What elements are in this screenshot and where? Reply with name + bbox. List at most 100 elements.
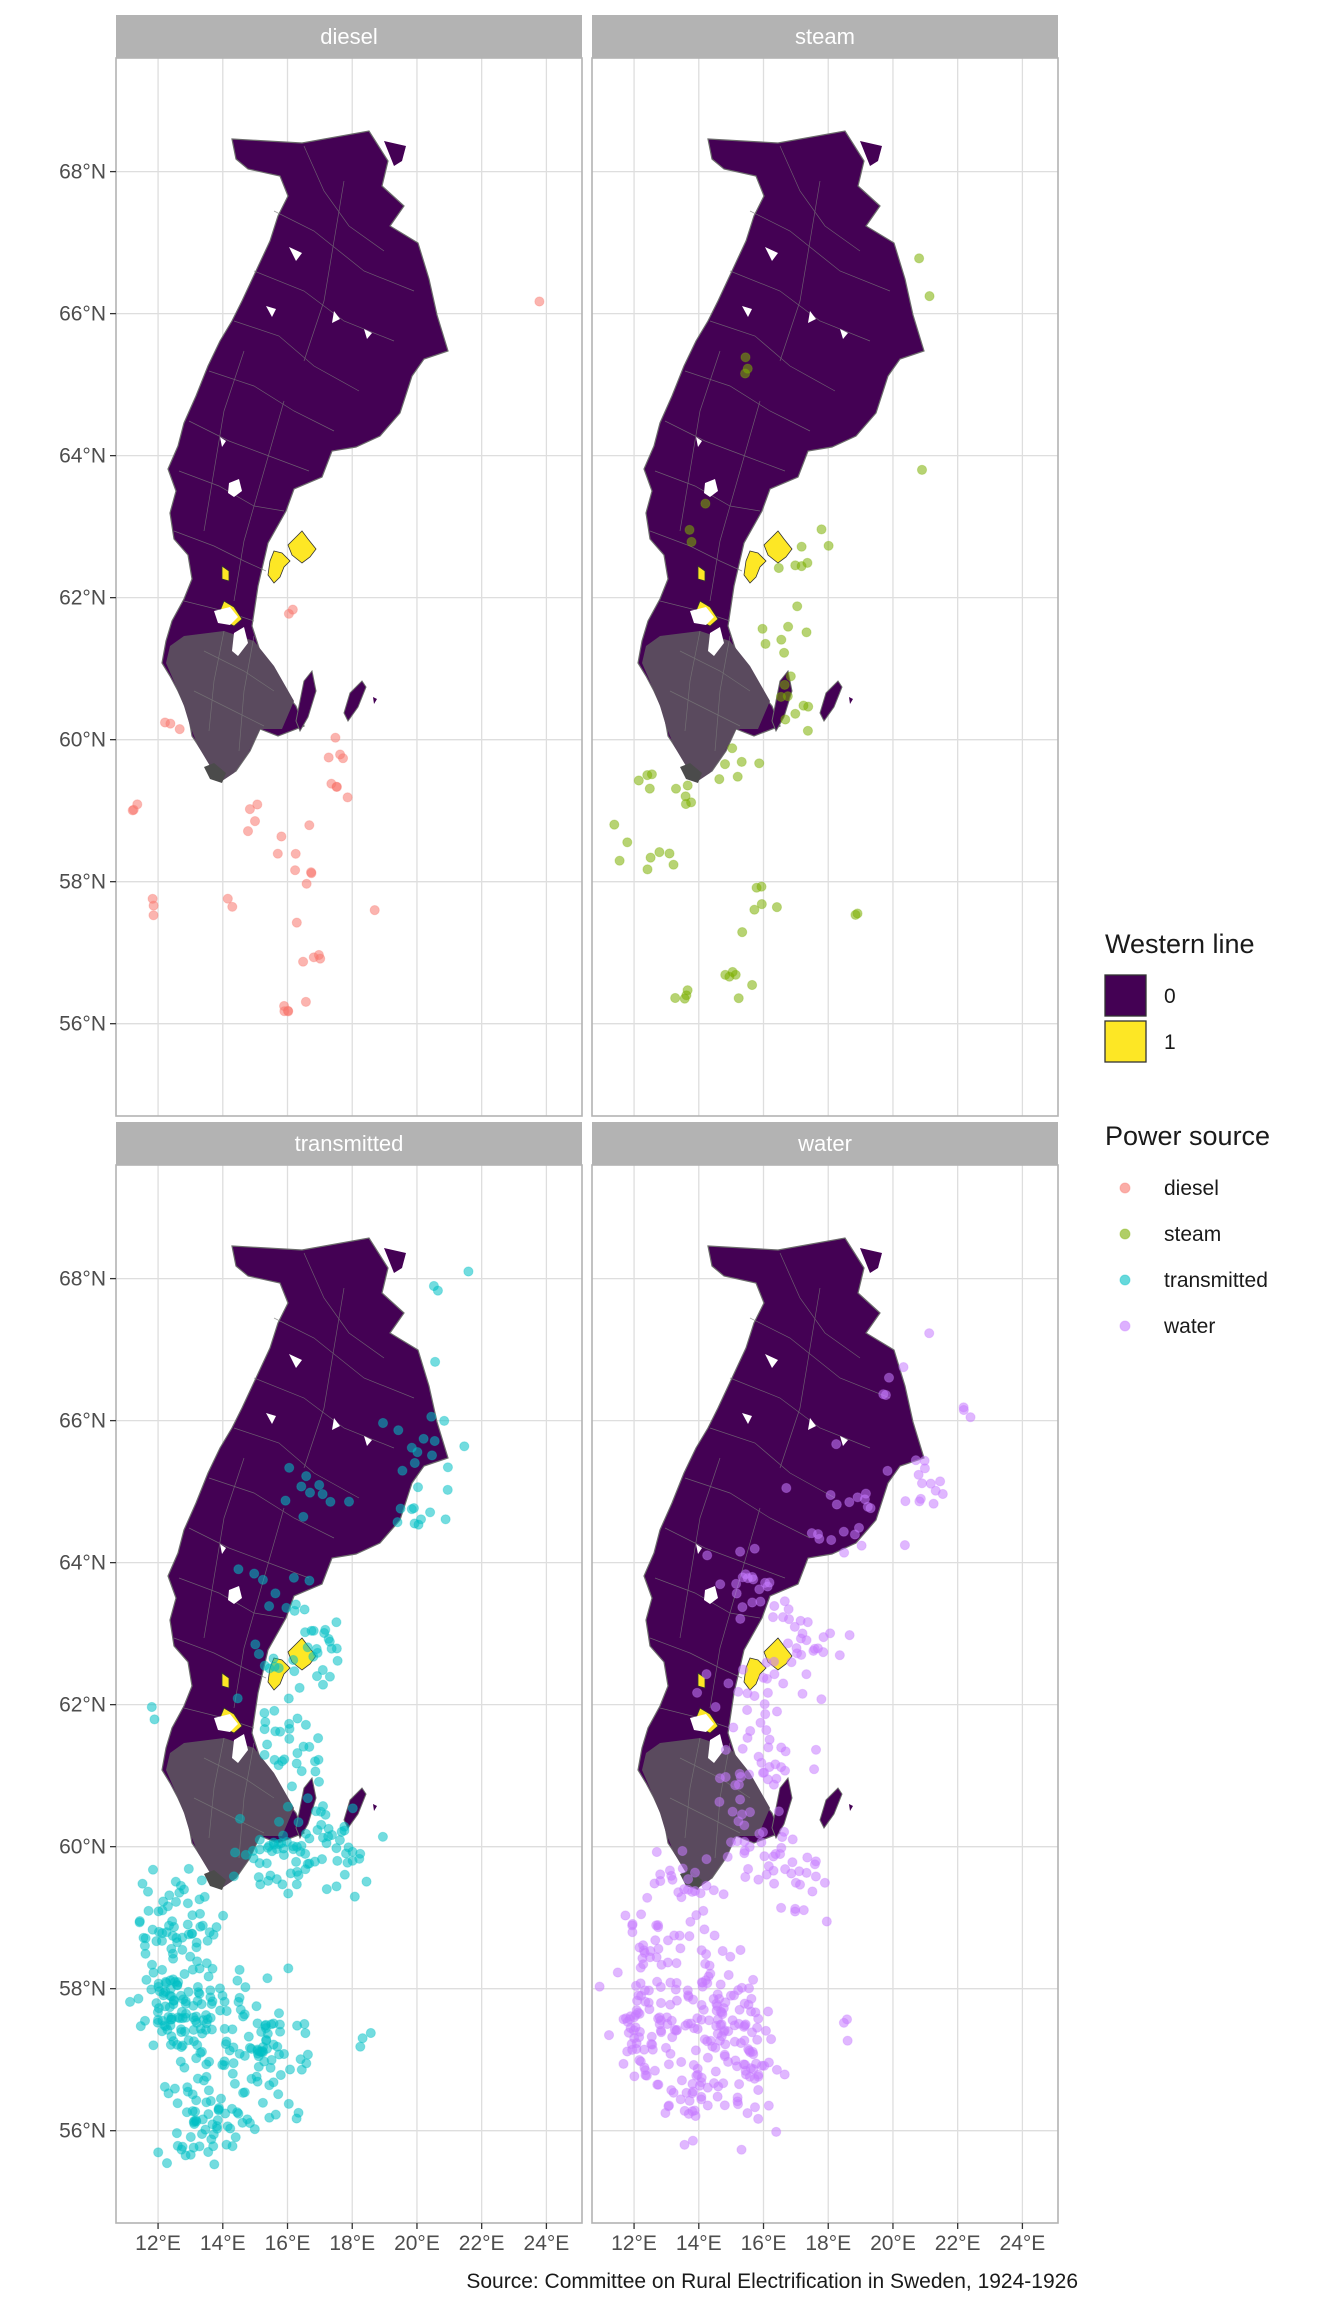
data-point: [714, 1773, 726, 1784]
data-point: [880, 1389, 892, 1401]
y-tick-label: 62°N: [59, 1694, 106, 1717]
facet-strip-label: diesel: [320, 24, 377, 49]
x-tick-label: 22°E: [935, 2232, 981, 2255]
data-point: [677, 1863, 688, 1874]
sweden-map: [161, 1237, 449, 1891]
data-point: [826, 1534, 837, 1546]
data-point: [283, 1963, 294, 1974]
data-point: [412, 1482, 424, 1493]
data-point: [302, 1642, 313, 1653]
data-point: [259, 1749, 270, 1761]
data-point: [459, 1441, 470, 1452]
data-point: [665, 1999, 676, 2010]
data-point: [263, 1875, 274, 1887]
data-point: [159, 717, 171, 728]
data-point: [298, 1511, 309, 1522]
data-point: [646, 2031, 657, 2042]
data-point: [761, 1869, 772, 1880]
facet-strip-label: transmitted: [295, 1131, 404, 1156]
data-point: [771, 2064, 783, 2075]
data-point: [743, 1863, 754, 1875]
data-point: [196, 2128, 208, 2140]
data-point: [639, 2062, 650, 2073]
points-transmitted: [124, 1266, 474, 2170]
data-point: [249, 2124, 260, 2135]
data-point: [622, 2016, 633, 2027]
data-point: [763, 2006, 774, 2017]
data-point: [818, 1647, 829, 1658]
data-point: [182, 2086, 193, 2097]
data-point: [740, 1569, 751, 1580]
data-point: [787, 1857, 798, 1868]
data-point: [153, 2147, 164, 2158]
data-point: [652, 1976, 663, 1987]
data-point: [834, 1650, 845, 1661]
data-point: [781, 1482, 792, 1494]
data-point: [689, 2105, 700, 2116]
data-point: [425, 1507, 436, 1518]
data-point: [292, 1866, 303, 1877]
data-point: [294, 1682, 305, 1694]
y-tick-label: 56°N: [59, 2120, 106, 2143]
data-point: [756, 899, 767, 910]
data-point: [203, 2085, 214, 2096]
data-point: [187, 1910, 198, 1921]
data-point: [635, 1962, 646, 1973]
data-point: [234, 1992, 245, 2003]
data-point: [228, 1871, 239, 1882]
data-point: [698, 1905, 709, 1917]
data-point: [315, 1806, 326, 1817]
data-point: [179, 2062, 190, 2073]
data-point: [757, 623, 768, 634]
data-point: [740, 2065, 751, 2076]
data-point: [662, 1957, 674, 1968]
legend-label: 1: [1164, 1031, 1176, 1054]
y-tick-label: 64°N: [59, 445, 106, 468]
data-point: [409, 1518, 420, 1529]
data-point: [196, 1999, 207, 2010]
data-point: [801, 1867, 812, 1879]
data-point: [807, 1886, 818, 1897]
data-point: [801, 1669, 812, 1680]
data-point: [715, 1579, 726, 1590]
data-point: [291, 2113, 302, 2124]
data-point: [280, 1495, 291, 1506]
data-point: [761, 1725, 772, 1736]
data-point: [246, 2043, 257, 2054]
data-point: [418, 1433, 429, 1444]
data-point: [687, 2135, 699, 2146]
data-point: [395, 1503, 406, 1514]
data-point: [925, 1478, 936, 1489]
data-point: [671, 1958, 682, 1969]
data-point: [195, 1921, 206, 1932]
data-point: [734, 2079, 745, 2090]
data-point: [692, 2013, 703, 2024]
data-point: [247, 1845, 258, 1857]
data-point: [709, 1930, 720, 1941]
data-point: [369, 905, 380, 916]
data-point: [211, 1922, 222, 1933]
data-point: [670, 1984, 681, 1995]
data-point: [185, 2131, 196, 2143]
data-point: [714, 1796, 725, 1808]
data-point: [290, 848, 301, 859]
x-tick-label: 14°E: [200, 2232, 246, 2255]
sweden-map: [161, 130, 449, 784]
data-point: [301, 2058, 312, 2069]
data-point: [166, 2014, 177, 2025]
data-point: [731, 1588, 742, 1599]
data-point: [850, 909, 861, 921]
x-tick-label: 18°E: [805, 2232, 851, 2255]
data-point: [220, 2108, 231, 2119]
data-point: [306, 868, 317, 879]
data-point: [253, 1648, 264, 1660]
data-point: [737, 927, 748, 938]
data-point: [733, 1779, 745, 1790]
data-point: [229, 2078, 240, 2089]
data-point: [393, 1425, 404, 1436]
data-point: [609, 819, 620, 830]
data-point: [737, 1743, 748, 1754]
data-point: [299, 1604, 310, 1615]
data-point: [227, 901, 238, 912]
